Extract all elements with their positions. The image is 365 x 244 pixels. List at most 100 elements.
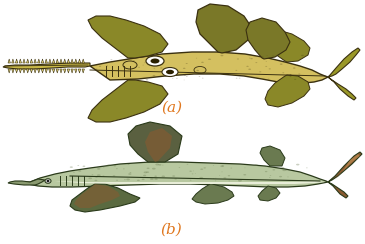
Ellipse shape — [154, 68, 155, 69]
Ellipse shape — [162, 175, 165, 177]
Polygon shape — [45, 59, 47, 63]
Polygon shape — [88, 16, 168, 58]
Ellipse shape — [160, 67, 163, 69]
Ellipse shape — [133, 60, 135, 61]
Ellipse shape — [228, 175, 230, 176]
Polygon shape — [260, 146, 285, 166]
Ellipse shape — [296, 164, 299, 165]
Polygon shape — [67, 59, 70, 63]
Polygon shape — [56, 69, 58, 73]
Ellipse shape — [155, 163, 159, 165]
Ellipse shape — [97, 168, 100, 170]
Ellipse shape — [107, 164, 110, 166]
Ellipse shape — [154, 176, 157, 177]
Ellipse shape — [138, 67, 140, 68]
Ellipse shape — [270, 175, 271, 176]
Polygon shape — [23, 59, 25, 63]
Polygon shape — [71, 59, 73, 63]
Polygon shape — [53, 69, 55, 73]
Ellipse shape — [166, 70, 174, 74]
Polygon shape — [56, 59, 58, 63]
Ellipse shape — [235, 70, 237, 71]
Ellipse shape — [220, 55, 223, 56]
Polygon shape — [328, 152, 362, 182]
Polygon shape — [78, 59, 81, 63]
Polygon shape — [12, 69, 14, 73]
Ellipse shape — [153, 75, 155, 76]
Ellipse shape — [298, 73, 300, 74]
Ellipse shape — [301, 55, 304, 56]
Polygon shape — [8, 179, 45, 185]
Ellipse shape — [261, 56, 264, 58]
Polygon shape — [258, 186, 280, 201]
Ellipse shape — [95, 177, 97, 178]
Ellipse shape — [265, 171, 268, 172]
Polygon shape — [34, 69, 36, 73]
Ellipse shape — [146, 171, 149, 173]
Ellipse shape — [283, 169, 286, 171]
Ellipse shape — [113, 175, 115, 176]
Polygon shape — [30, 59, 32, 63]
Ellipse shape — [266, 166, 267, 167]
Ellipse shape — [202, 78, 204, 79]
Ellipse shape — [266, 61, 267, 62]
Ellipse shape — [143, 175, 146, 176]
Ellipse shape — [106, 65, 108, 66]
Ellipse shape — [183, 68, 185, 69]
Ellipse shape — [82, 166, 85, 167]
Ellipse shape — [150, 59, 160, 63]
Polygon shape — [41, 59, 44, 63]
Ellipse shape — [293, 67, 296, 69]
Ellipse shape — [172, 175, 175, 177]
Polygon shape — [53, 59, 55, 63]
Ellipse shape — [97, 174, 101, 176]
Ellipse shape — [88, 177, 92, 179]
Ellipse shape — [162, 68, 178, 77]
Ellipse shape — [96, 69, 97, 70]
Polygon shape — [38, 69, 40, 73]
Polygon shape — [88, 80, 168, 122]
Polygon shape — [27, 69, 29, 73]
Ellipse shape — [269, 68, 271, 70]
Ellipse shape — [208, 59, 211, 60]
Polygon shape — [74, 69, 77, 73]
Polygon shape — [60, 69, 62, 73]
Ellipse shape — [263, 57, 264, 58]
Ellipse shape — [127, 164, 130, 165]
Polygon shape — [328, 77, 356, 100]
Ellipse shape — [103, 167, 104, 168]
Text: (a): (a) — [161, 100, 182, 114]
Ellipse shape — [186, 76, 188, 77]
Ellipse shape — [187, 164, 188, 165]
Ellipse shape — [154, 178, 158, 180]
Polygon shape — [71, 69, 73, 73]
Polygon shape — [15, 59, 18, 63]
Ellipse shape — [263, 165, 265, 166]
Ellipse shape — [273, 55, 274, 56]
Ellipse shape — [137, 180, 140, 181]
Ellipse shape — [196, 70, 199, 71]
Ellipse shape — [213, 178, 214, 179]
Ellipse shape — [77, 165, 79, 166]
Polygon shape — [15, 69, 18, 73]
Polygon shape — [328, 182, 348, 198]
Ellipse shape — [306, 167, 308, 168]
Polygon shape — [265, 75, 310, 107]
Ellipse shape — [220, 165, 224, 167]
Ellipse shape — [73, 172, 75, 173]
Polygon shape — [23, 69, 25, 73]
Ellipse shape — [280, 63, 283, 65]
Ellipse shape — [272, 169, 275, 171]
Ellipse shape — [161, 64, 162, 65]
Ellipse shape — [116, 168, 118, 169]
Ellipse shape — [203, 167, 206, 169]
Ellipse shape — [146, 56, 164, 66]
Ellipse shape — [176, 78, 178, 79]
Ellipse shape — [128, 173, 131, 175]
Ellipse shape — [239, 78, 241, 79]
Ellipse shape — [190, 180, 192, 181]
Ellipse shape — [285, 170, 287, 171]
Polygon shape — [49, 69, 51, 73]
Ellipse shape — [289, 74, 291, 75]
Ellipse shape — [289, 76, 292, 77]
